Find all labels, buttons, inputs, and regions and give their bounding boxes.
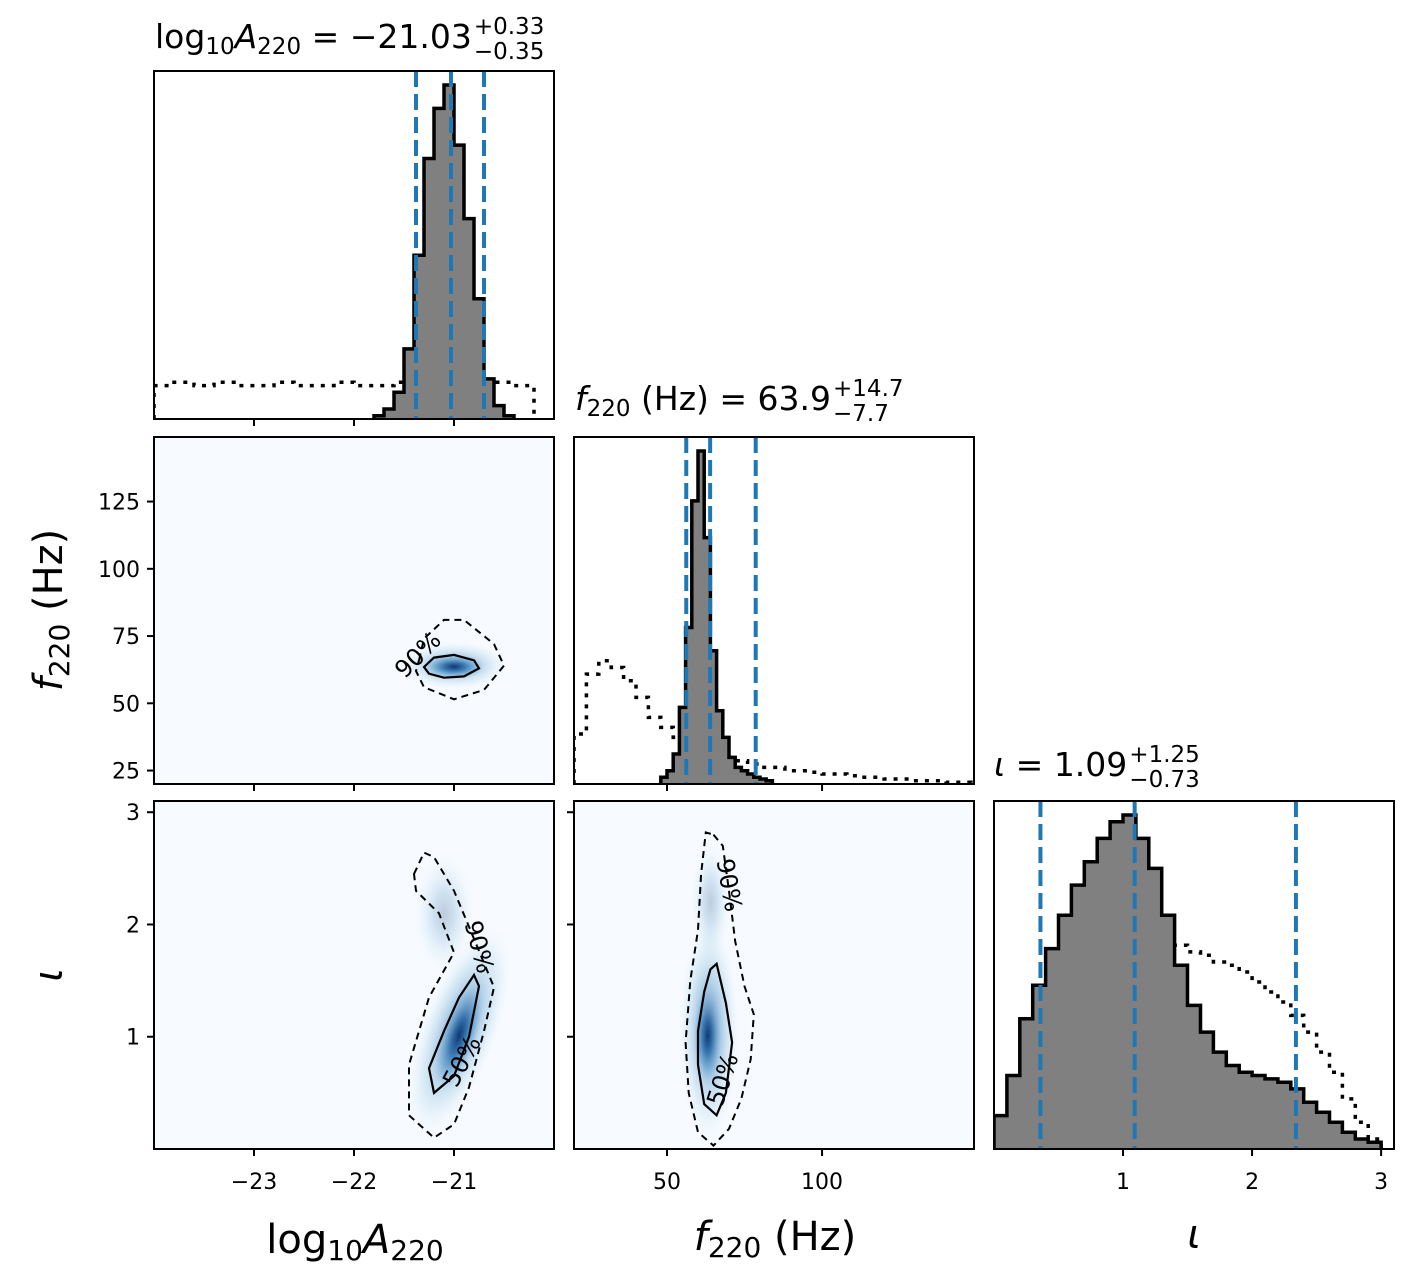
density-blob — [414, 853, 474, 974]
diag-panel-iota — [994, 801, 1383, 1149]
diag-title-f: f220 (Hz) = 63.9 — [575, 379, 831, 422]
posterior-hist-fill-iota — [994, 815, 1382, 1149]
diag-title-iota: ι = 1.09 — [994, 745, 1127, 784]
density-panel-logA-f: 90% — [154, 437, 554, 784]
posterior-hist-edge-f — [659, 449, 775, 784]
x-tick-label: 1 — [1116, 1170, 1130, 1195]
axes-frame-d2 — [993, 800, 1395, 1150]
density-blob — [690, 842, 731, 963]
y-tick-label: 3 — [126, 801, 140, 826]
y-tick-label: 1 — [126, 1026, 140, 1051]
density-panel-logA-iota: 90%50% — [154, 801, 554, 1149]
density-background — [154, 437, 554, 784]
diag-title-minus-f: −7.7 — [833, 401, 889, 427]
y-axis-label-iota: ι — [26, 968, 72, 982]
contour-50 — [427, 972, 481, 1095]
x-tick-label: −22 — [331, 1170, 377, 1195]
x-tick-label: 2 — [1245, 1170, 1259, 1195]
y-tick-label: 25 — [112, 760, 140, 785]
diag-title-minus-logA: −0.35 — [474, 39, 544, 65]
x-tick-label: 50 — [653, 1170, 681, 1195]
x-tick-label: 3 — [1374, 1170, 1388, 1195]
y-tick-label: 50 — [112, 692, 140, 717]
prior-hist-f — [574, 659, 973, 784]
x-tick-label: 100 — [801, 1170, 843, 1195]
x-axis-label-iota: ι — [1187, 1212, 1201, 1258]
x-tick-label: −23 — [231, 1170, 277, 1195]
axes-frame-d1 — [573, 436, 975, 785]
posterior-hist-fill-f — [660, 451, 773, 784]
contour-50 — [422, 653, 481, 679]
posterior-hist-edge-iota — [994, 813, 1383, 1149]
axes-frame-d0 — [153, 70, 555, 420]
density-blob — [399, 641, 509, 690]
contour-90 — [408, 851, 496, 1140]
contour-90 — [414, 618, 506, 701]
density-blob — [678, 921, 739, 1142]
axes-frame-p21 — [573, 800, 975, 1150]
diag-title-minus-iota: −0.73 — [1129, 767, 1199, 793]
diag-title-logA: log10A220 = −21.03 — [155, 17, 472, 60]
y-tick-label: 125 — [98, 491, 140, 516]
posterior-hist-edge-logA — [372, 83, 516, 419]
y-tick-label: 75 — [112, 625, 140, 650]
diag-panel-f — [574, 437, 973, 784]
density-background — [574, 801, 974, 1149]
y-axis-label-f: f220 (Hz) — [26, 529, 76, 692]
diag-title-plus-f: +14.7 — [833, 376, 903, 402]
posterior-hist-fill-logA — [374, 85, 514, 419]
diag-title-plus-iota: +1.25 — [1129, 742, 1199, 768]
diag-panel-logA — [154, 71, 536, 419]
density-panel-f-iota: 90%50% — [574, 801, 974, 1149]
y-tick-label: 100 — [98, 558, 140, 583]
x-tick-label: −21 — [431, 1170, 477, 1195]
diag-title-plus-logA: +0.33 — [474, 14, 544, 40]
contour-90 — [684, 831, 755, 1147]
x-axis-label-f: f220 (Hz) — [694, 1214, 857, 1264]
x-axis-label-logA: log10A220 — [266, 1217, 443, 1267]
contour-50 — [696, 961, 734, 1118]
y-tick-label: 2 — [126, 913, 140, 938]
